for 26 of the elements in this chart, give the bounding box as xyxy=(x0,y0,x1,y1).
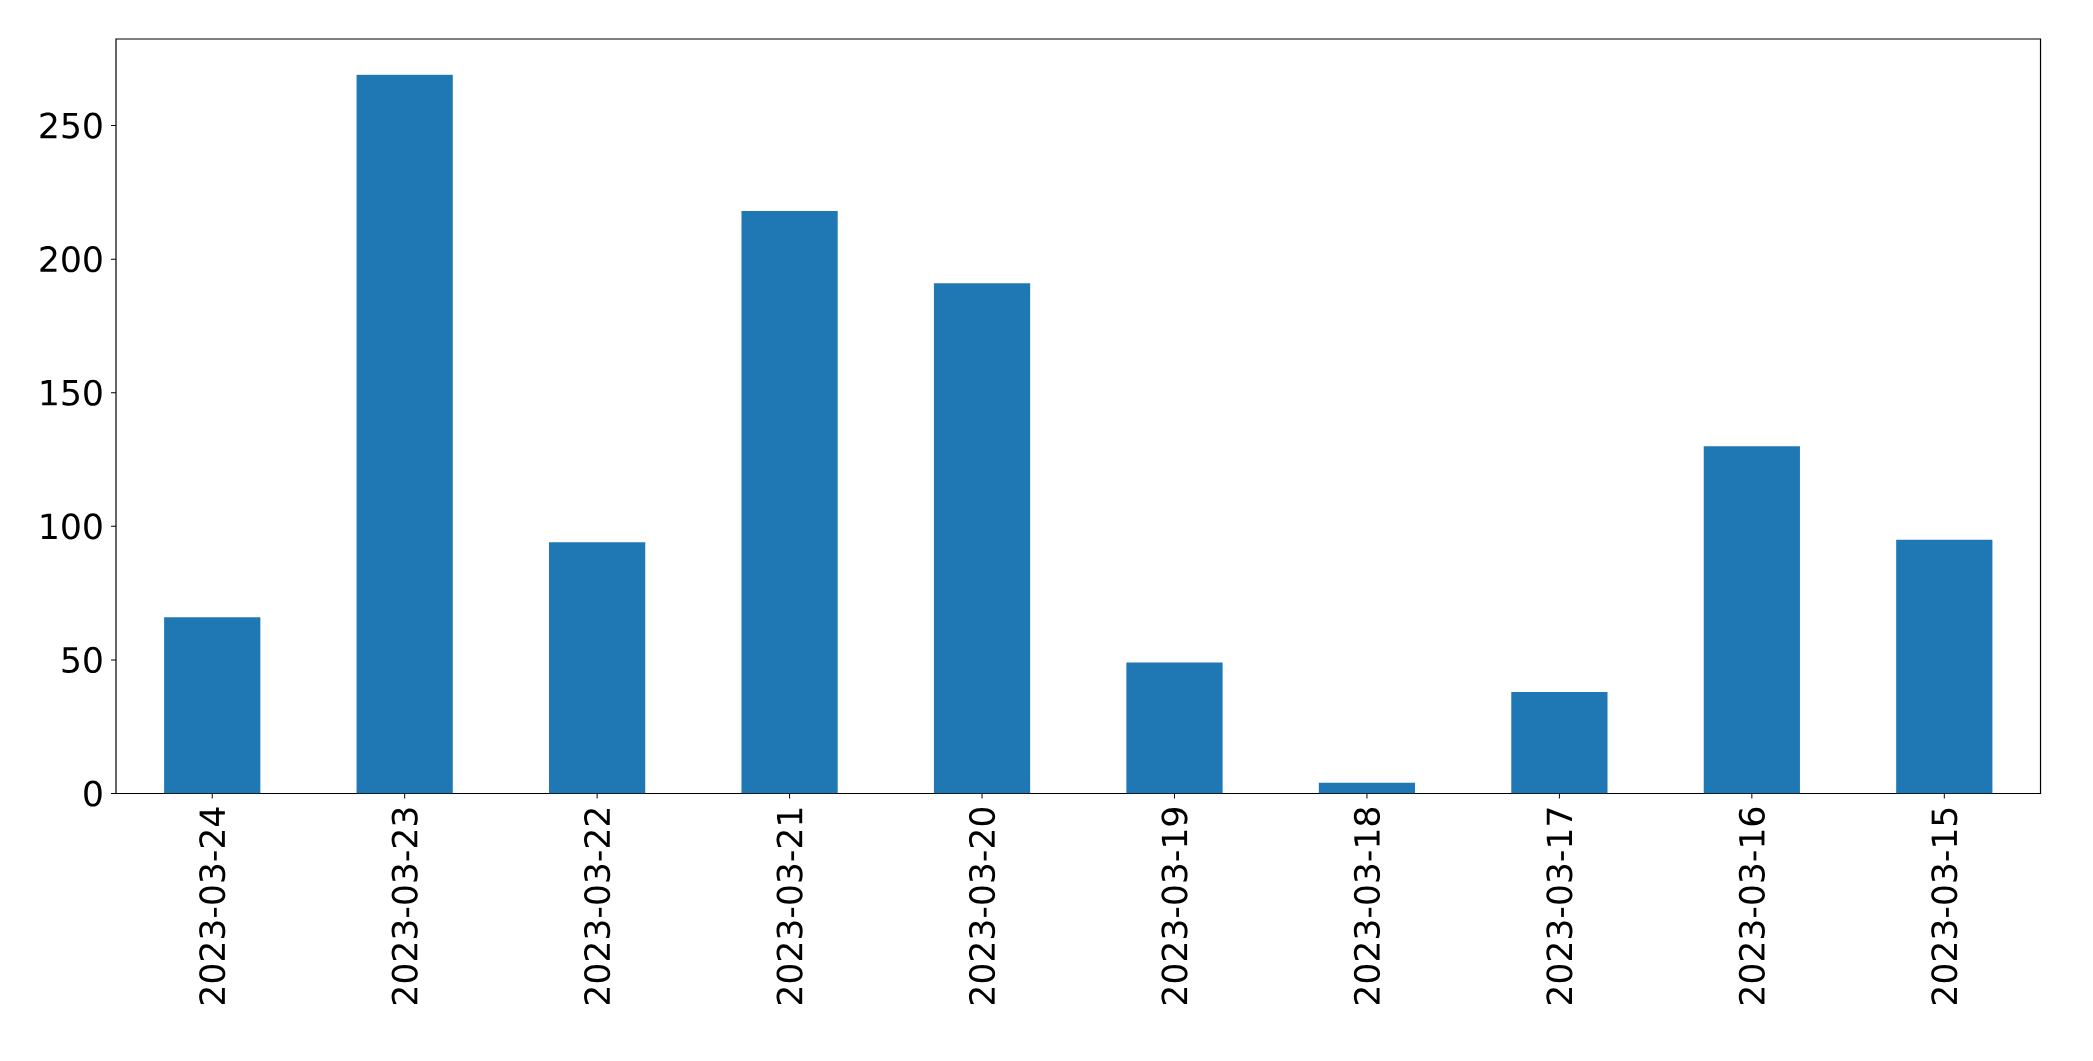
y-tick-label: 150 xyxy=(41,379,102,406)
bar xyxy=(741,211,838,794)
y-tick-label: 0 xyxy=(84,780,102,807)
x-tick-label: 2023-03-20 xyxy=(968,807,996,1005)
bar xyxy=(1126,662,1223,794)
x-tick-label: 2023-03-22 xyxy=(584,809,611,1005)
y-tick-label: 200 xyxy=(40,246,102,273)
bar xyxy=(164,617,261,794)
bar xyxy=(549,542,646,794)
x-tick-label: 2023-03-16 xyxy=(1738,807,1765,1005)
y-tick-label: 100 xyxy=(41,513,102,540)
x-tick-label: 2023-03-24 xyxy=(199,807,226,1005)
x-tick-label: 2023-03-19 xyxy=(1161,808,1188,1005)
x-tick-label: 2023-03-21 xyxy=(776,808,803,1005)
x-tick-label: 2023-03-15 xyxy=(1931,808,1958,1005)
bar xyxy=(1703,446,1800,794)
bar xyxy=(1896,539,1993,794)
bar xyxy=(1511,691,1608,794)
x-tick-label: 2023-03-23 xyxy=(391,808,418,1005)
x-tick-label: 2023-03-17 xyxy=(1546,808,1573,1005)
bar xyxy=(933,283,1031,794)
bar xyxy=(356,74,453,794)
y-tick-label: 250 xyxy=(40,112,102,139)
y-tick-label: 50 xyxy=(62,646,102,674)
bar xyxy=(1318,782,1416,794)
x-tick-label: 2023-03-18 xyxy=(1353,807,1381,1005)
